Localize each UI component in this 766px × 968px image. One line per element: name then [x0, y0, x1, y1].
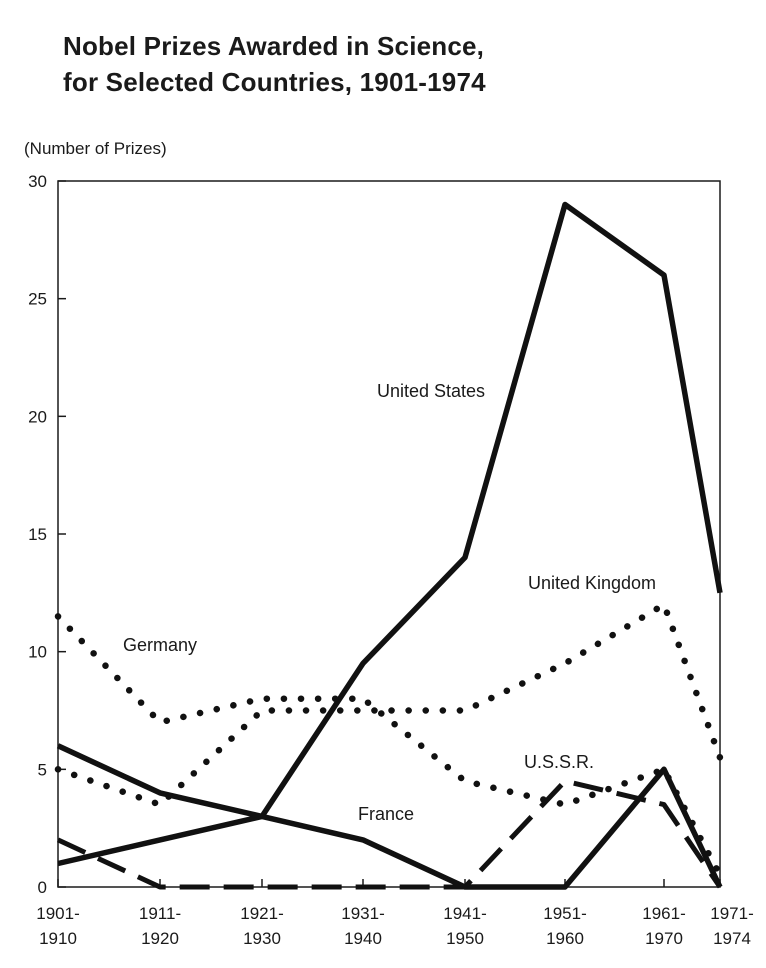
series-label-united-kingdom: United Kingdom	[528, 573, 656, 593]
chart-title-line-1: Nobel Prizes Awarded in Science,	[63, 31, 485, 61]
y-tick-label: 5	[38, 760, 47, 779]
x-tick-label: 1951-	[543, 904, 586, 923]
x-axis-ticks: 1901- 1910 1911- 1920 1921- 1930 1931- 1940 1941…	[36, 879, 754, 948]
x-tick-label: 1931-	[341, 904, 384, 923]
series-line-germany	[54, 613, 724, 879]
chart-title-line-2: for Selected Countries, 1901-1974	[63, 67, 486, 97]
x-tick-label: 1970	[645, 929, 683, 948]
x-tick-label: 1901-	[36, 904, 79, 923]
y-tick-label: 15	[28, 525, 47, 544]
y-axis-label: (Number of Prizes)	[24, 139, 167, 158]
series-line-u-s-s-r	[56, 778, 723, 890]
x-tick-label: 1920	[141, 929, 179, 948]
x-tick-label: 1930	[243, 929, 281, 948]
chart-title: Nobel Prizes Awarded in Science, for Sel…	[63, 28, 486, 100]
x-tick-label: 1921-	[240, 904, 283, 923]
series-label-france: France	[358, 804, 414, 824]
x-tick-label: 1950	[446, 929, 484, 948]
y-axis-ticks: 0 5 10 15 20 25 30	[28, 172, 66, 897]
y-tick-label: 30	[28, 172, 47, 191]
x-tick-label: 1971-	[710, 904, 753, 923]
x-tick-label: 1941-	[443, 904, 486, 923]
series-line-france	[56, 743, 723, 890]
y-tick-label: 20	[28, 407, 47, 426]
x-tick-label: 1911-	[139, 904, 181, 923]
y-tick-label: 25	[28, 290, 47, 309]
y-tick-label: 10	[28, 643, 47, 662]
series-label-germany: Germany	[123, 635, 197, 655]
x-tick-label: 1974	[713, 929, 751, 948]
series-line-united-states	[57, 201, 723, 867]
series-label-u-s-s-r: U.S.S.R.	[524, 752, 594, 772]
x-tick-label: 1960	[546, 929, 584, 948]
series-lines	[54, 201, 724, 890]
series-label-united-states: United States	[377, 381, 485, 401]
y-tick-label: 0	[38, 878, 47, 897]
x-tick-label: 1910	[39, 929, 77, 948]
x-tick-label: 1961-	[642, 904, 685, 923]
x-tick-label: 1940	[344, 929, 382, 948]
plot-frame	[57, 180, 721, 888]
series-labels: United States United Kingdom Germany France…	[123, 381, 656, 824]
